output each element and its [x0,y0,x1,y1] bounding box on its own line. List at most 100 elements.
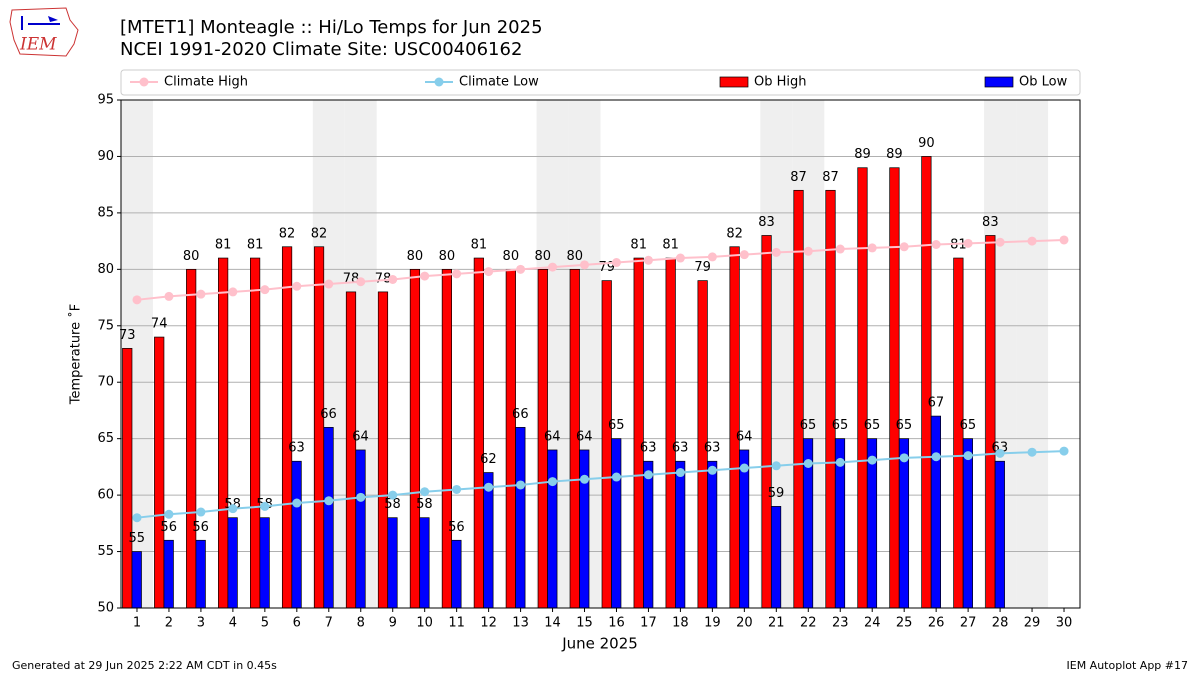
point [899,453,909,463]
bar [729,246,740,609]
y-tick-label: 95 [97,93,114,108]
x-tick-label: 25 [896,616,913,631]
bar [770,506,782,609]
point [132,513,142,523]
bar [163,539,174,609]
point [164,509,174,519]
point [548,477,558,487]
x-tick-label: 28 [992,616,1009,631]
data-label: 80 [439,249,456,264]
point [228,504,238,514]
x-tick-label: 30 [1056,616,1073,631]
legend-swatch [719,76,749,88]
point [1059,446,1069,456]
x-tick-label: 22 [800,616,817,631]
legend-label: Ob High [754,75,807,90]
footer-left: Generated at 29 Jun 2025 2:22 AM CDT in … [12,659,277,672]
data-label: 81 [950,238,967,253]
chart-subtitle: NCEI 1991-2020 Climate Site: USC00406162 [120,39,522,60]
x-tick-label: 2 [165,616,173,631]
point [1027,236,1037,246]
bar [985,235,996,609]
point [803,246,813,256]
y-tick-label: 85 [97,205,114,220]
data-label: 64 [352,429,369,444]
legend-box [120,69,1081,96]
bar [419,517,430,609]
data-label: 73 [119,328,136,343]
x-tick-label: 19 [704,616,721,631]
bar [259,517,270,609]
chart-title: [MTET1] Monteagle :: Hi/Lo Temps for Jun… [120,17,543,38]
x-tick-label: 18 [672,616,689,631]
data-label: 64 [544,429,561,444]
point [963,238,973,248]
bar [291,460,302,609]
x-tick-label: 13 [512,616,529,631]
bar [611,438,622,609]
point [771,461,781,471]
point [739,463,749,473]
line [136,238,1065,301]
data-label: 82 [726,226,743,241]
data-label: 89 [854,147,871,162]
point [324,279,334,289]
data-label: 83 [758,215,775,230]
data-label: 78 [375,271,392,286]
y-tick-label: 80 [97,262,114,277]
point [995,237,1005,247]
bar [601,280,612,609]
bar [323,427,334,609]
bar [825,189,836,609]
point [675,468,685,478]
bar [857,167,868,609]
point [1027,447,1037,457]
bar [313,246,325,609]
point [484,267,494,277]
legend-label: Climate Low [459,75,539,90]
bar [994,460,1005,609]
point [707,252,717,262]
x-axis-label: June 2025 [561,635,638,653]
x-tick-label: 27 [960,616,977,631]
point [356,277,366,287]
bar [218,257,229,609]
point [580,474,590,484]
data-label: 89 [886,147,903,162]
data-label: 65 [832,418,849,433]
data-label: 65 [960,418,977,433]
point [611,472,621,482]
logo-text: IEM [19,35,57,55]
data-label: 63 [672,441,689,456]
bar [643,460,654,609]
x-tick-label: 9 [389,616,397,631]
point [516,264,526,274]
bar [154,336,165,609]
data-label: 65 [800,418,817,433]
bar [761,235,772,609]
bar [675,460,686,609]
line [136,450,1065,519]
point [675,253,685,263]
bar [579,449,590,609]
data-label: 63 [640,441,657,456]
data-label: 55 [128,531,145,546]
data-label: 81 [630,238,647,253]
point [867,455,877,465]
x-tick-label: 21 [768,616,785,631]
bar [227,517,238,609]
point [260,285,270,295]
x-tick-label: 20 [736,616,753,631]
bar [962,438,973,609]
point [324,496,334,506]
point [164,291,174,301]
data-label: 64 [736,429,753,444]
x-tick-label: 6 [293,616,301,631]
data-label: 64 [576,429,593,444]
point [1059,235,1069,245]
data-label: 80 [503,249,520,264]
data-label: 56 [192,520,209,535]
point [452,484,462,494]
bar [355,449,366,609]
